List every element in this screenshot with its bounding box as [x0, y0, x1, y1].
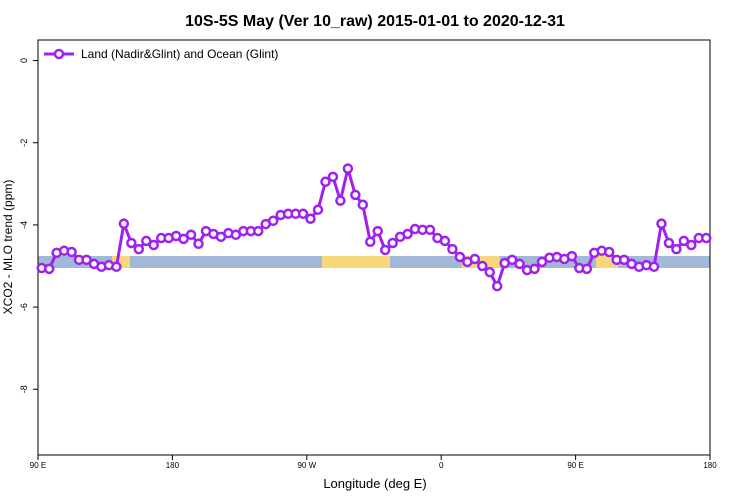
- data-point: [581, 263, 593, 275]
- data-point: [148, 239, 159, 251]
- data-point: [365, 236, 376, 247]
- data-point: [43, 263, 55, 275]
- data-point: [118, 218, 130, 229]
- data-point: [111, 261, 122, 273]
- data-point: [469, 253, 481, 265]
- data-point: [193, 238, 204, 250]
- data-point: [484, 266, 495, 278]
- y-tick-label: -4: [19, 221, 29, 229]
- data-point: [66, 246, 77, 258]
- data-point: [133, 243, 145, 255]
- data-point: [185, 229, 197, 241]
- surface-band: [38, 256, 710, 268]
- data-point: [424, 224, 436, 236]
- x-tick-label: 90 E: [30, 461, 46, 470]
- y-tick-label: 0: [19, 58, 29, 63]
- data-point: [618, 254, 630, 266]
- y-tick-label: -8: [19, 385, 29, 393]
- data-point: [297, 208, 309, 220]
- y-axis-label: XCO2 - MLO trend (ppm): [1, 180, 15, 315]
- data-point: [506, 254, 518, 266]
- data-point: [536, 256, 548, 268]
- x-tick-label: 90 W: [297, 461, 316, 470]
- data-point: [663, 237, 675, 249]
- data-point: [357, 199, 369, 211]
- data-point: [477, 260, 488, 272]
- data-point: [656, 218, 667, 229]
- data-point: [267, 215, 279, 227]
- chart-title: 10S-5S May (Ver 10_raw) 2015-01-01 to 20…: [185, 13, 565, 30]
- data-point: [178, 233, 189, 245]
- x-tick-label: 180: [703, 461, 717, 470]
- data-point: [320, 176, 331, 188]
- data-point: [402, 228, 413, 240]
- data-point: [701, 232, 712, 244]
- data-point: [603, 246, 615, 258]
- data-point: [335, 195, 346, 206]
- land-band: [322, 256, 390, 268]
- data-point: [566, 250, 578, 262]
- y-tick-label: -2: [19, 139, 29, 147]
- legend-label: Land (Nadir&Glint) and Ocean (Glint): [81, 47, 278, 61]
- x-axis-label: Longitude (deg E): [323, 476, 426, 491]
- data-point: [350, 189, 361, 201]
- legend-marker: [53, 48, 65, 60]
- data-point: [387, 237, 398, 249]
- data-point: [439, 235, 451, 247]
- data-point: [648, 261, 660, 273]
- data-point: [447, 243, 458, 255]
- x-tick-label: 180: [166, 461, 180, 470]
- data-point: [253, 225, 264, 237]
- data-point: [81, 254, 92, 266]
- data-point: [342, 163, 354, 174]
- data-point: [372, 225, 383, 237]
- data-point: [305, 213, 316, 224]
- data-point: [327, 171, 339, 183]
- x-tick-label: 0: [439, 461, 444, 470]
- y-tick-label: -6: [19, 303, 29, 311]
- series: [36, 162, 712, 292]
- data-point: [312, 204, 324, 215]
- x-tick-label: 90 E: [567, 461, 583, 470]
- data-point: [379, 244, 391, 256]
- data-point: [514, 258, 525, 270]
- data-point: [671, 243, 682, 255]
- plot-frame: [37, 39, 711, 456]
- data-point: [491, 280, 503, 292]
- data-point: [126, 237, 137, 249]
- data-point: [141, 235, 152, 247]
- data-point: [686, 239, 697, 251]
- data-point: [454, 251, 466, 263]
- data-point: [529, 263, 540, 275]
- data-point: [678, 235, 690, 247]
